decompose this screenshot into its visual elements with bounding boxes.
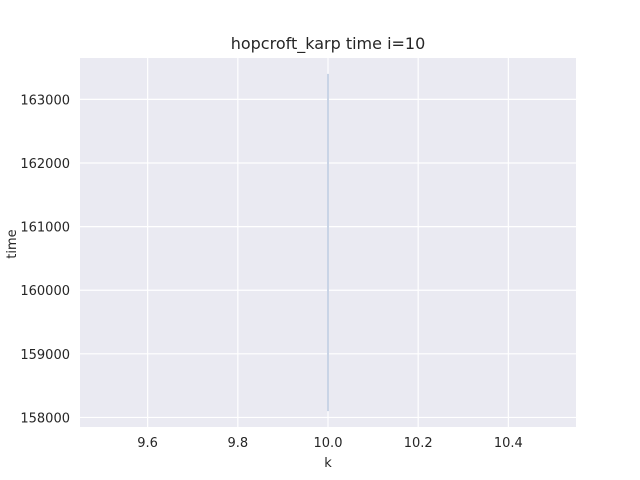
chart-title: hopcroft_karp time i=10 <box>231 34 426 54</box>
y-tick-label: 161000 <box>20 221 70 236</box>
y-axis-label: time <box>5 229 20 258</box>
y-tick-label: 158000 <box>20 411 70 426</box>
x-axis-label: k <box>324 456 332 471</box>
x-tick-labels: 9.6 9.8 10.0 10.2 10.4 <box>137 436 523 451</box>
x-tick-label: 10.0 <box>314 436 343 451</box>
y-tick-label: 159000 <box>20 348 70 363</box>
y-tick-label: 163000 <box>20 93 70 108</box>
y-tick-label: 162000 <box>20 157 70 172</box>
x-tick-label: 9.8 <box>227 436 248 451</box>
x-tick-label: 10.4 <box>494 436 523 451</box>
x-tick-label: 10.2 <box>404 436 433 451</box>
y-tick-label: 160000 <box>20 284 70 299</box>
x-tick-label: 9.6 <box>137 436 158 451</box>
y-tick-labels: 158000 159000 160000 161000 162000 163000 <box>20 93 70 426</box>
